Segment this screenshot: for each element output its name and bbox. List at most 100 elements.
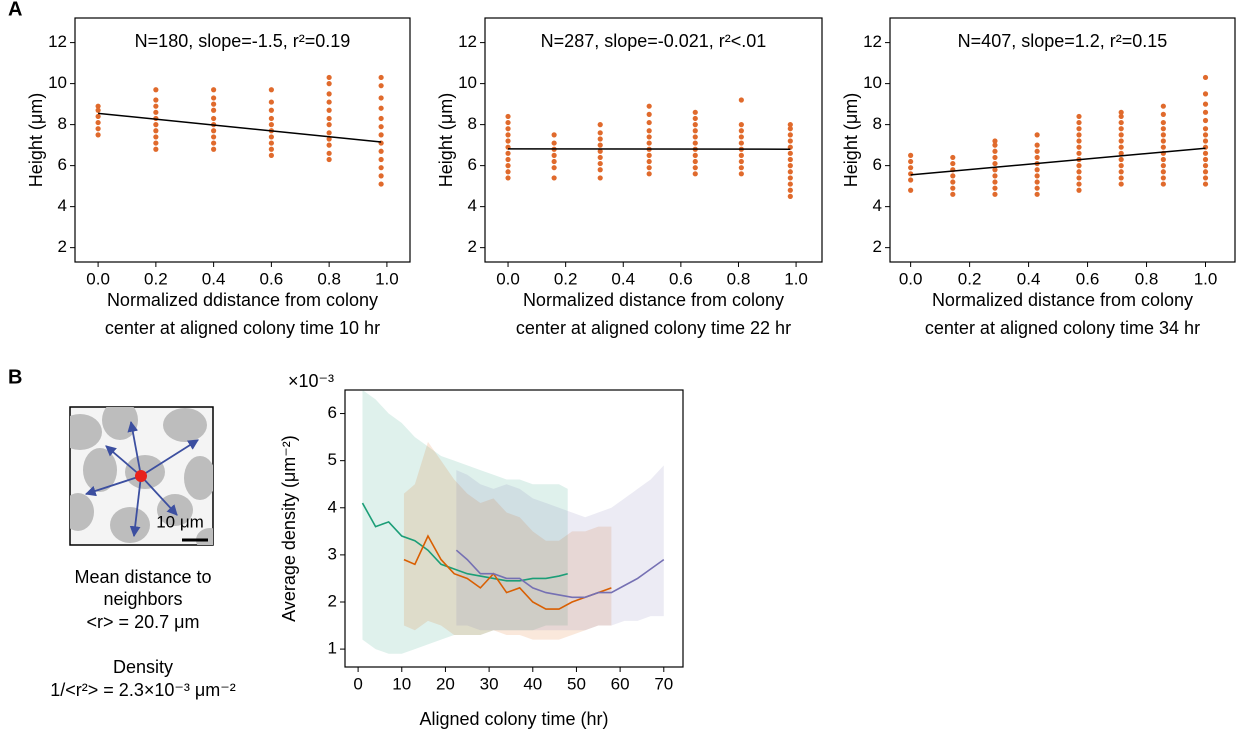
point [1076,144,1082,150]
point [551,132,557,138]
y-tick-label: 10 [458,73,477,92]
point [326,99,332,105]
x-tick-label: 70 [654,674,673,693]
point [597,175,603,181]
point [787,163,793,169]
point [211,128,217,134]
x-tick-label: 0.0 [899,269,923,288]
point [597,160,603,167]
point [1034,179,1040,185]
point [505,169,511,175]
point [1034,185,1040,191]
x-tick-label: 30 [480,674,499,693]
point [326,107,332,113]
point [1160,132,1166,138]
point [505,119,511,126]
band [362,390,568,654]
fit-line [98,112,382,143]
x-axis-label: Normalized distance from colony [932,290,1193,310]
point [1076,181,1082,187]
point [992,154,998,161]
point [505,163,511,169]
point [992,185,998,191]
point [787,150,793,156]
point [153,122,159,128]
point [787,138,793,144]
point [692,115,698,122]
point [1076,132,1082,138]
point [268,122,274,128]
point [738,122,744,128]
point [646,103,652,109]
point [646,128,652,134]
point [211,134,217,140]
point [505,138,511,144]
x-axis-label: Normalized ddistance from colony [107,290,378,310]
point [1160,138,1166,144]
point [646,158,652,165]
point [378,105,384,111]
plot-frame [344,389,684,668]
point [646,119,652,126]
y-tick-label: 2 [328,591,337,610]
point [1160,126,1166,132]
point [326,156,332,163]
point [378,83,384,89]
point [1034,173,1040,179]
x-axis-label: center at aligned colony time 34 hr [925,318,1200,338]
point [646,111,652,117]
point [1202,156,1209,163]
point [787,132,793,138]
y-tick-label: 12 [458,32,477,51]
point [950,191,956,197]
point [1118,126,1124,132]
point [950,185,956,191]
point [326,142,332,148]
y-multiplier: ×10⁻³ [288,371,334,391]
line [455,549,665,599]
point [597,142,603,148]
y-tick-label: 10 [863,73,882,92]
point [268,99,274,105]
x-axis-label: center at aligned colony time 10 hr [105,318,380,338]
point [738,165,744,171]
point [326,150,332,156]
point [1202,91,1209,97]
point [1202,117,1209,124]
point [738,97,744,103]
x-tick-label: 0.2 [958,269,982,288]
point [646,140,652,146]
point [1034,167,1040,173]
y-tick-label: 8 [468,114,477,133]
point [597,154,603,161]
point [211,140,217,146]
point [153,128,159,134]
point [268,140,274,146]
point [787,126,793,132]
point [95,107,101,113]
point [1202,109,1209,115]
x-axis-label: Normalized distance from colony [523,290,784,310]
x-tick-label: 50 [567,674,586,693]
point [1034,132,1040,138]
point [378,115,384,122]
point [95,119,101,126]
point [738,171,744,177]
x-tick-label: 0.8 [317,269,341,288]
point [692,140,698,146]
plot-frame [889,17,1236,263]
x-tick-label: 0.2 [554,269,578,288]
x-tick-label: 20 [436,674,455,693]
point [1202,181,1209,187]
line [361,502,568,582]
point [787,193,793,199]
point [378,148,384,154]
point [211,87,217,93]
point [153,109,159,115]
point [787,156,793,163]
point [211,146,217,152]
y-tick-label: 8 [873,114,882,133]
point [1118,144,1124,150]
point [378,95,384,101]
